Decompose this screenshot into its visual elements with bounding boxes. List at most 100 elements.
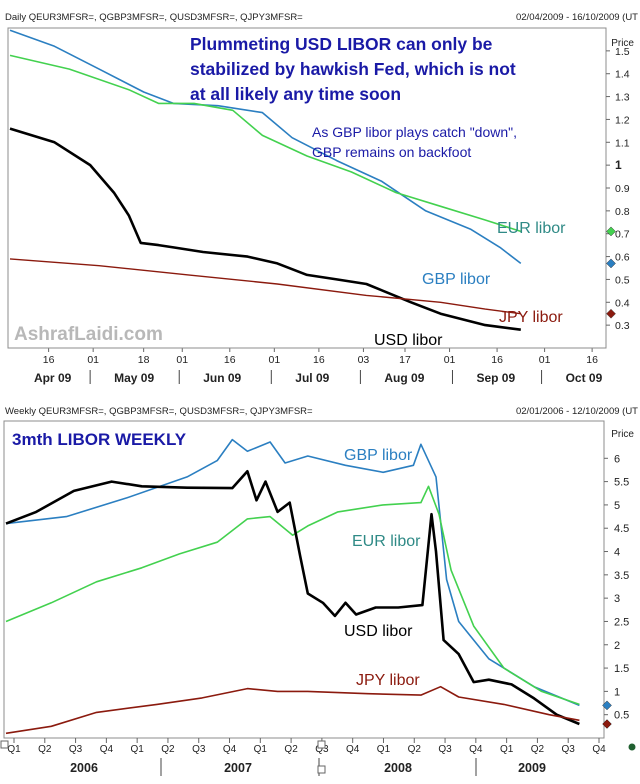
weekly-usd-libor-line <box>5 469 580 726</box>
weekly-y-tick-label: 4.5 <box>614 523 629 535</box>
weekly-jpy-libor-line <box>5 685 580 735</box>
weekly-gbp-libor-line <box>5 438 580 707</box>
daily-x-ticks: 16 01 18 01 16 01 16 03 17 01 16 01 16 Apr 09 May 09 Ju… <box>34 348 603 385</box>
daily-y-tick-label: 0.7 <box>615 229 630 241</box>
daily-y-tick-label: 1.5 <box>615 46 630 58</box>
daily-x-day-label: 01 <box>539 354 551 366</box>
weekly-price-markers <box>602 700 612 729</box>
daily-series-lines <box>9 29 522 331</box>
daily-x-month-label: Jul 09 <box>295 371 329 385</box>
daily-y-tick-label: 0.4 <box>615 297 630 309</box>
daily-price-markers <box>606 226 616 319</box>
daily-title-line-1: Plummeting USD LIBOR can only be <box>190 34 493 54</box>
daily-x-day-label: 16 <box>491 354 503 366</box>
weekly-price-label: Price <box>611 429 634 440</box>
daily-y-tick-label: 1 <box>615 158 622 172</box>
left-scroll-handle[interactable] <box>0 740 9 749</box>
weekly-y-tick-label: 1 <box>614 686 620 698</box>
daily-eur-libor-line <box>9 54 522 233</box>
weekly-x-year-label: 2007 <box>224 761 252 775</box>
weekly-header-left: Weekly QEUR3MFSR=, QGBP3MFSR=, QUSD3MFSR… <box>5 406 313 417</box>
daily-y-tick-label: 1.3 <box>615 92 630 104</box>
weekly-y-ticks: 6 5.5 5 4.5 4 3.5 3 2.5 2 1.5 1 0.5 <box>604 453 629 722</box>
daily-gbp-label: GBP libor <box>422 271 491 288</box>
daily-y-ticks: 1.5 1.4 1.3 1.2 1.1 1 0.9 0.8 0.7 0.6 0.5 0.4 0.3 <box>606 46 630 332</box>
weekly-x-year-label: 2006 <box>70 761 98 775</box>
weekly-x-quarter-label: Q4 <box>100 744 114 755</box>
weekly-y-tick-label: 6 <box>614 453 620 465</box>
chart-toolbar-handles <box>0 740 636 774</box>
daily-x-day-label: 01 <box>268 354 280 366</box>
weekly-x-quarter-label: Q1 <box>500 744 514 755</box>
weekly-y-tick-label: 2 <box>614 640 620 652</box>
daily-x-day-label: 16 <box>224 354 236 366</box>
weekly-y-tick-label: 2.5 <box>614 616 629 628</box>
daily-y-tick-label: 1.2 <box>615 114 630 126</box>
daily-annotation-line-2: GBP remains on backfoot <box>312 144 471 160</box>
weekly-x-quarter-label: Q4 <box>346 744 360 755</box>
weekly-jpy-label: JPY libor <box>356 672 420 689</box>
daily-x-month-label: Apr 09 <box>34 371 72 385</box>
weekly-x-quarter-label: Q3 <box>69 744 83 755</box>
weekly-x-quarter-label: Q1 <box>130 744 144 755</box>
daily-y-tick-label: 0.9 <box>615 183 630 195</box>
weekly-x-quarter-label: Q2 <box>531 744 545 755</box>
weekly-x-quarter-label: Q2 <box>408 744 422 755</box>
weekly-x-quarter-label: Q3 <box>562 744 576 755</box>
weekly-gbp-label: GBP libor <box>344 447 413 464</box>
daily-x-month-label: Sep 09 <box>476 371 515 385</box>
weekly-gbp-last-price-marker <box>602 700 612 711</box>
daily-title-line-3: at all likely any time soon <box>190 84 401 104</box>
weekly-series-lines <box>5 438 580 735</box>
weekly-x-quarter-label: Q4 <box>592 744 606 755</box>
daily-jpy-label: JPY libor <box>499 309 563 326</box>
weekly-x-ticks: Q1 Q2 Q3 Q4 Q1 Q2 Q3 Q4 Q1 Q2 Q3 Q4 Q1 Q2 Q3 Q4 Q1 Q2 Q3 Q4… <box>7 738 606 776</box>
daily-x-day-label: 03 <box>358 354 370 366</box>
daily-x-day-label: 01 <box>176 354 188 366</box>
daily-gbp-last-price-marker <box>606 258 616 269</box>
weekly-x-quarter-label: Q3 <box>192 744 206 755</box>
daily-y-tick-label: 0.6 <box>615 252 630 264</box>
daily-title-line-2: stabilized by hawkish Fed, which is not <box>190 59 516 79</box>
daily-x-day-label: 16 <box>586 354 598 366</box>
weekly-panel: Weekly QEUR3MFSR=, QGBP3MFSR=, QUSD3MFSR… <box>0 406 638 776</box>
daily-annotation-line-1: As GBP libor plays catch "down", <box>312 124 517 140</box>
weekly-x-quarter-label: Q2 <box>38 744 52 755</box>
daily-x-month-label: Jun 09 <box>203 371 241 385</box>
weekly-y-tick-label: 5 <box>614 500 620 512</box>
weekly-eur-label: EUR libor <box>352 533 421 550</box>
daily-jpy-libor-line <box>9 258 521 315</box>
daily-y-tick-label: 1.4 <box>615 69 630 81</box>
daily-x-day-label: 01 <box>444 354 456 366</box>
weekly-x-quarter-label: Q3 <box>438 744 452 755</box>
weekly-x-quarter-label: Q1 <box>7 744 21 755</box>
weekly-x-quarter-label: Q4 <box>469 744 483 755</box>
daily-header-left: Daily QEUR3MFSR=, QGBP3MFSR=, QUSD3MFSR=… <box>5 12 303 23</box>
daily-y-tick-label: 0.3 <box>615 320 630 332</box>
daily-y-tick-label: 1.1 <box>615 137 630 149</box>
daily-y-tick-label: 0.5 <box>615 274 630 286</box>
daily-x-day-label: 01 <box>87 354 99 366</box>
daily-x-day-label: 16 <box>313 354 325 366</box>
bottom-scroll-handle[interactable] <box>317 765 326 774</box>
right-scroll-dot[interactable] <box>628 743 636 751</box>
daily-panel: Daily QEUR3MFSR=, QGBP3MFSR=, QUSD3MFSR=… <box>5 12 638 385</box>
weekly-x-year-label: 2009 <box>518 761 546 775</box>
daily-eur-last-price-marker <box>606 226 616 237</box>
weekly-jpy-last-price-marker <box>602 719 612 729</box>
weekly-x-quarter-label: Q2 <box>284 744 298 755</box>
daily-price-label: Price <box>611 38 634 49</box>
weekly-eur-libor-line <box>5 485 580 706</box>
daily-x-day-label: 17 <box>399 354 411 366</box>
daily-watermark: AshrafLaidi.com <box>14 324 163 345</box>
weekly-y-tick-label: 0.5 <box>614 710 629 722</box>
mid-scroll-handle[interactable] <box>317 740 326 749</box>
daily-usd-label: USD libor <box>374 332 443 349</box>
weekly-title: 3mth LIBOR WEEKLY <box>12 430 187 449</box>
weekly-y-tick-label: 1.5 <box>614 663 629 675</box>
daily-x-day-label: 16 <box>43 354 55 366</box>
daily-header-right: 02/04/2009 - 16/10/2009 (UT <box>516 12 638 23</box>
